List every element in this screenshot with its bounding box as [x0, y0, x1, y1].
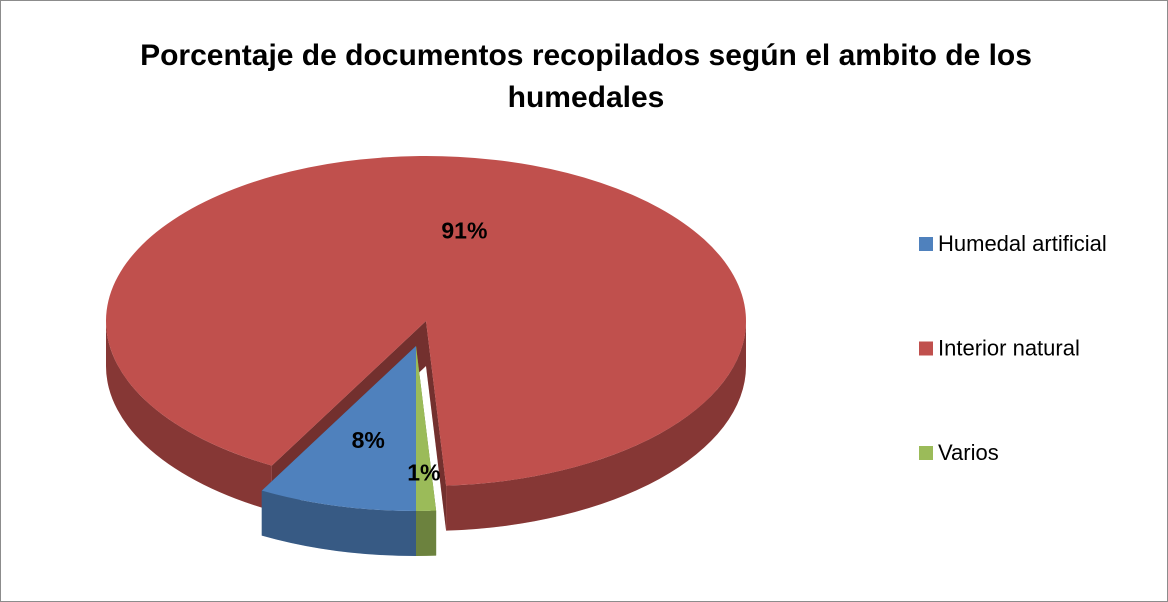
slice-side: [446, 321, 746, 531]
data-label: 8%: [352, 427, 385, 453]
slice-side: [106, 321, 272, 511]
slice-shade: [106, 321, 272, 511]
legend-swatch: [919, 237, 933, 251]
slice-shade: [426, 321, 447, 531]
legend-label: Varios: [938, 440, 999, 465]
legend-label: Humedal artificial: [938, 231, 1107, 256]
slice: [416, 346, 437, 511]
slice-side: [261, 490, 416, 556]
slice: [105, 156, 746, 486]
data-label: 91%: [441, 218, 487, 244]
legend-label: Interior natural: [938, 335, 1080, 360]
slice: [261, 346, 416, 511]
data-label: 1%: [407, 460, 440, 486]
legend-swatch: [919, 341, 933, 356]
slice-shade: [261, 490, 416, 556]
slice-shade: [416, 510, 437, 556]
legend-swatch: [919, 446, 933, 460]
slice-shade: [446, 321, 746, 531]
slice-side: [416, 510, 437, 556]
chart-title: Porcentaje de documentos recopilados seg…: [140, 39, 1032, 114]
slice-wall: [426, 321, 447, 531]
